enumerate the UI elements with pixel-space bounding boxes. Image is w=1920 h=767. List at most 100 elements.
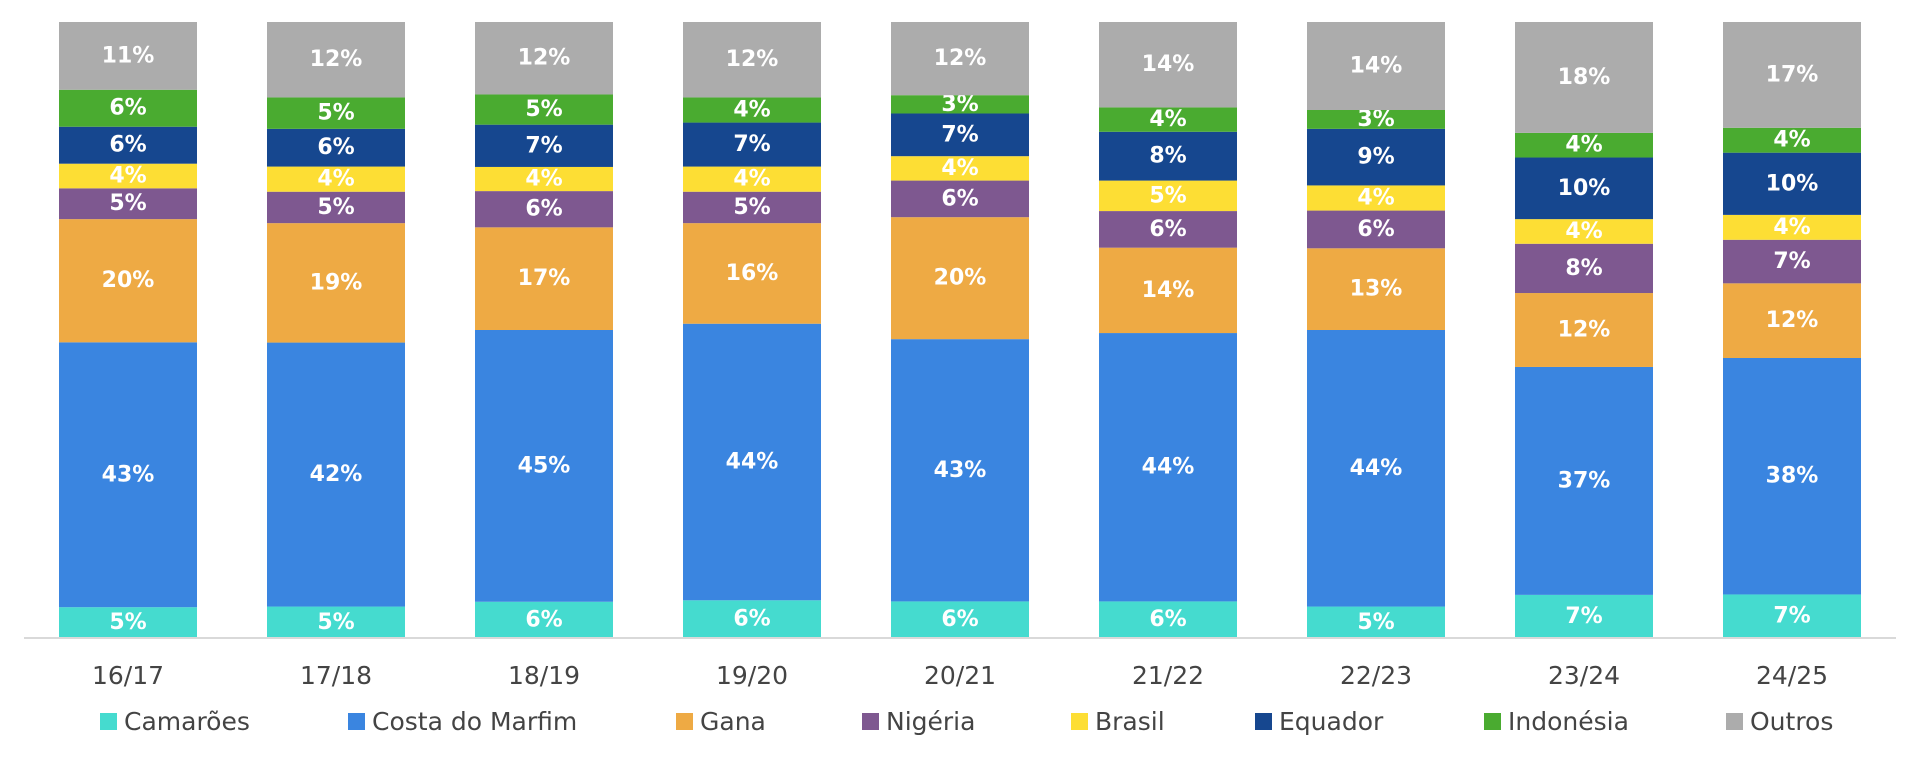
bar-segment-brasil-18-19 (475, 166, 613, 192)
bar-segment-camaroes-22-23 (1307, 606, 1445, 638)
data-label-brasil-21-22: 5% (1149, 183, 1186, 208)
bar-segment-costa-do-marfim-24-25 (1723, 358, 1861, 595)
x-tick-label: 22/23 (1340, 661, 1412, 690)
bar-segment-gana-23-24 (1515, 293, 1653, 367)
legend-label-outros: Outros (1750, 707, 1833, 736)
x-tick-label: 16/17 (92, 661, 164, 690)
data-label-costa-do-marfim-24-25: 38% (1766, 464, 1819, 489)
legend-item-costa-do-marfim: Costa do Marfim (348, 707, 577, 736)
data-label-gana-17-18: 19% (310, 270, 363, 295)
data-label-equador-20-21: 7% (941, 122, 978, 147)
x-tick-label: 24/25 (1756, 661, 1828, 690)
legend-item-nigeria: Nigéria (862, 707, 975, 736)
bar-segment-brasil-21-22 (1099, 180, 1237, 212)
bar-segment-outros-20-21 (891, 22, 1029, 96)
bar-segment-nigeria-24-25 (1723, 239, 1861, 284)
bars-group: 5%43%20%5%4%6%6%11%5%42%19%5%4%6%5%12%6%… (59, 22, 1861, 638)
legend-label-costa-do-marfim: Costa do Marfim (372, 707, 577, 736)
data-label-brasil-20-21: 4% (941, 156, 978, 181)
data-label-camaroes-21-22: 6% (1149, 607, 1186, 632)
data-label-costa-do-marfim-23-24: 37% (1558, 468, 1611, 493)
bar-segment-costa-do-marfim-16-17 (59, 342, 197, 608)
bar-segment-equador-21-22 (1099, 131, 1237, 181)
bar-segment-outros-22-23 (1307, 22, 1445, 110)
bar-segment-outros-21-22 (1099, 22, 1237, 108)
data-label-indonesia-19-20: 4% (733, 98, 770, 123)
data-label-gana-23-24: 12% (1558, 318, 1611, 343)
data-label-camaroes-18-19: 6% (525, 607, 562, 632)
bar-segment-equador-22-23 (1307, 128, 1445, 186)
legend-swatch-costa-do-marfim (348, 713, 365, 730)
bar-segment-indonesia-24-25 (1723, 127, 1861, 153)
data-label-brasil-24-25: 4% (1773, 215, 1810, 240)
data-label-costa-do-marfim-18-19: 45% (518, 453, 571, 478)
data-label-gana-20-21: 20% (934, 266, 987, 291)
bar-segment-nigeria-17-18 (267, 191, 405, 224)
data-label-costa-do-marfim-16-17: 43% (102, 462, 155, 487)
bar-segment-gana-19-20 (683, 223, 821, 324)
bar-segment-brasil-19-20 (683, 166, 821, 192)
bar-segment-outros-18-19 (475, 22, 613, 95)
bar-segment-equador-16-17 (59, 126, 197, 164)
bar-segment-brasil-24-25 (1723, 214, 1861, 240)
data-label-outros-23-24: 18% (1558, 65, 1611, 90)
legend-swatch-nigeria (862, 713, 879, 730)
data-label-camaroes-23-24: 7% (1565, 604, 1602, 629)
data-label-camaroes-17-18: 5% (317, 610, 354, 635)
bar-segment-equador-23-24 (1515, 157, 1653, 220)
data-label-camaroes-19-20: 6% (733, 607, 770, 632)
bar-segment-indonesia-16-17 (59, 89, 197, 127)
bar-segment-indonesia-20-21 (891, 95, 1029, 114)
bar-segment-camaroes-18-19 (475, 601, 613, 638)
bar-segment-costa-do-marfim-21-22 (1099, 333, 1237, 602)
data-label-camaroes-20-21: 6% (941, 607, 978, 632)
data-label-indonesia-18-19: 5% (525, 97, 562, 122)
x-tick-label: 20/21 (924, 661, 996, 690)
data-label-nigeria-24-25: 7% (1773, 249, 1810, 274)
legend-label-equador: Equador (1279, 707, 1384, 736)
legend-swatch-brasil (1071, 713, 1088, 730)
data-label-outros-21-22: 14% (1142, 52, 1195, 77)
bar-segment-gana-21-22 (1099, 247, 1237, 334)
legend: Camarões Costa do Marfim Gana Nigéria Brasil… (100, 707, 1833, 736)
bar-segment-gana-22-23 (1307, 248, 1445, 330)
legend-item-outros: Outros (1726, 707, 1833, 736)
bar-segment-brasil-17-18 (267, 166, 405, 192)
data-label-equador-16-17: 6% (109, 133, 146, 158)
data-label-outros-16-17: 11% (102, 43, 155, 68)
data-label-brasil-17-18: 4% (317, 167, 354, 192)
bar-segment-brasil-16-17 (59, 163, 197, 189)
legend-item-gana: Gana (676, 707, 766, 736)
x-axis-ticks: 16/17 17/18 18/19 19/20 20/21 21/22 22/23 23/24… (92, 661, 1828, 690)
data-label-costa-do-marfim-20-21: 43% (934, 458, 987, 483)
bar-segment-camaroes-17-18 (267, 606, 405, 638)
bar-segment-outros-17-18 (267, 22, 405, 98)
legend-label-gana: Gana (700, 707, 766, 736)
data-label-costa-do-marfim-19-20: 44% (726, 450, 779, 475)
bar-segment-nigeria-23-24 (1515, 243, 1653, 294)
bar-segment-camaroes-19-20 (683, 600, 821, 638)
data-label-gana-22-23: 13% (1350, 277, 1403, 302)
bar-segment-equador-24-25 (1723, 152, 1861, 215)
data-label-indonesia-16-17: 6% (109, 96, 146, 121)
data-label-outros-17-18: 12% (310, 47, 363, 72)
bar-segment-gana-17-18 (267, 223, 405, 343)
data-label-equador-21-22: 8% (1149, 144, 1186, 169)
x-tick-label: 23/24 (1548, 661, 1620, 690)
bar-segment-brasil-22-23 (1307, 185, 1445, 211)
bar-segment-gana-18-19 (475, 227, 613, 330)
legend-label-indonesia: Indonésia (1508, 707, 1629, 736)
data-label-nigeria-17-18: 5% (317, 195, 354, 220)
bar-segment-costa-do-marfim-18-19 (475, 330, 613, 602)
data-label-outros-20-21: 12% (934, 46, 987, 71)
data-label-brasil-22-23: 4% (1357, 186, 1394, 211)
data-label-nigeria-20-21: 6% (941, 186, 978, 211)
bar-segment-indonesia-19-20 (683, 97, 821, 123)
data-label-equador-24-25: 10% (1766, 171, 1819, 196)
data-label-gana-21-22: 14% (1142, 278, 1195, 303)
data-label-camaroes-22-23: 5% (1357, 610, 1394, 635)
data-label-brasil-19-20: 4% (733, 167, 770, 192)
bar-segment-equador-17-18 (267, 128, 405, 167)
data-label-gana-18-19: 17% (518, 266, 571, 291)
